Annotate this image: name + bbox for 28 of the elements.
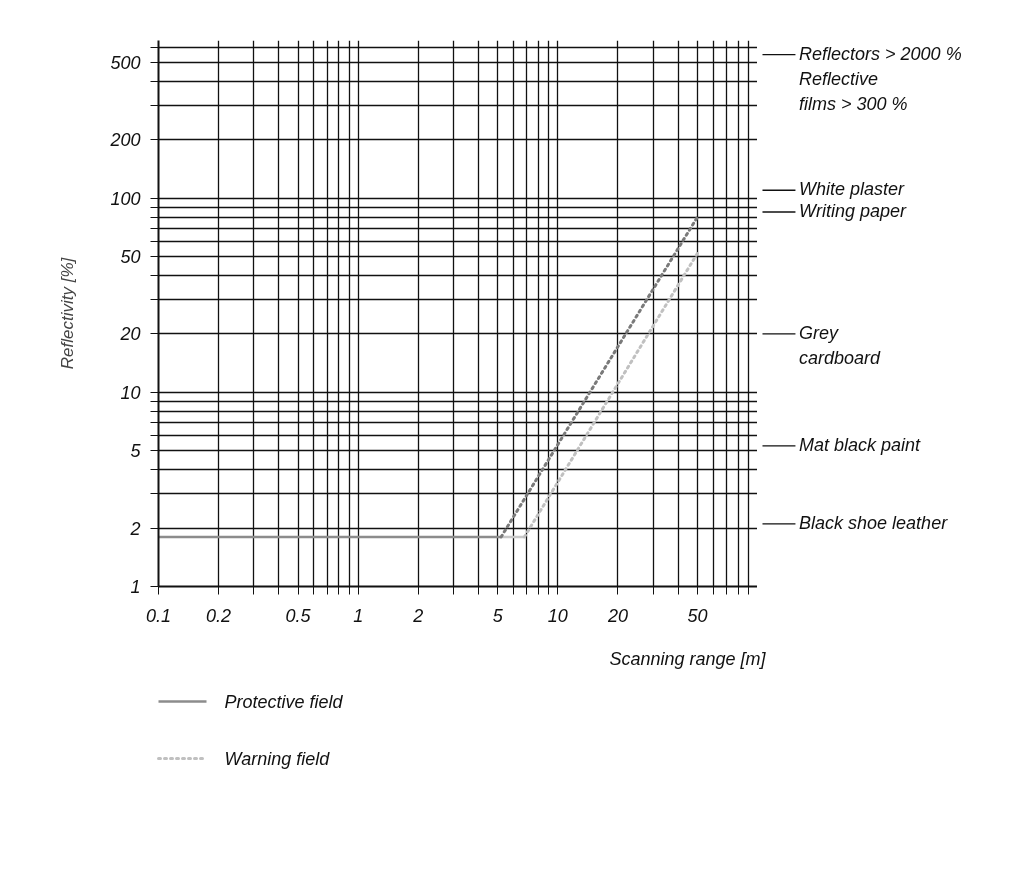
- ref-line-label: Reflectors > 2000 % Reflective films > 300 %: [799, 43, 962, 114]
- ref-line-label: Grey cardboard: [799, 322, 882, 368]
- x-tick-label: 20: [606, 605, 628, 626]
- ref-line-label: White plaster: [799, 179, 906, 200]
- legend-label: Protective field: [224, 691, 344, 712]
- x-tick-label: 0.5: [285, 605, 312, 626]
- x-tick-label: 0.1: [145, 605, 172, 626]
- y-tick-label: 5: [130, 441, 142, 462]
- y-tick-label: 20: [119, 324, 141, 345]
- x-tick-label: 10: [547, 605, 568, 626]
- y-tick-label: 2: [129, 518, 141, 539]
- x-tick-label: 50: [687, 605, 708, 626]
- y-tick-label: 500: [110, 53, 141, 74]
- x-tick-label: 2: [412, 605, 424, 626]
- y-axis-title: Reflectivity [%]: [58, 256, 78, 370]
- x-tick-label: 1: [353, 605, 364, 626]
- legend-label: Warning field: [224, 748, 331, 769]
- y-tick-label: 200: [109, 130, 141, 151]
- y-tick-label: 100: [110, 188, 141, 209]
- y-tick-label: 10: [120, 382, 141, 403]
- y-tick-label: 1: [130, 577, 141, 597]
- x-tick-label: 5: [492, 605, 504, 626]
- ref-line-label: Black shoe leather: [799, 512, 949, 533]
- ref-line-label: Writing paper: [799, 200, 908, 221]
- x-tick-label: 0.2: [206, 605, 232, 626]
- ref-line-label: Mat black paint: [799, 434, 922, 455]
- y-tick-label: 50: [120, 247, 141, 268]
- x-axis-title: Scanning range [m]: [609, 648, 767, 669]
